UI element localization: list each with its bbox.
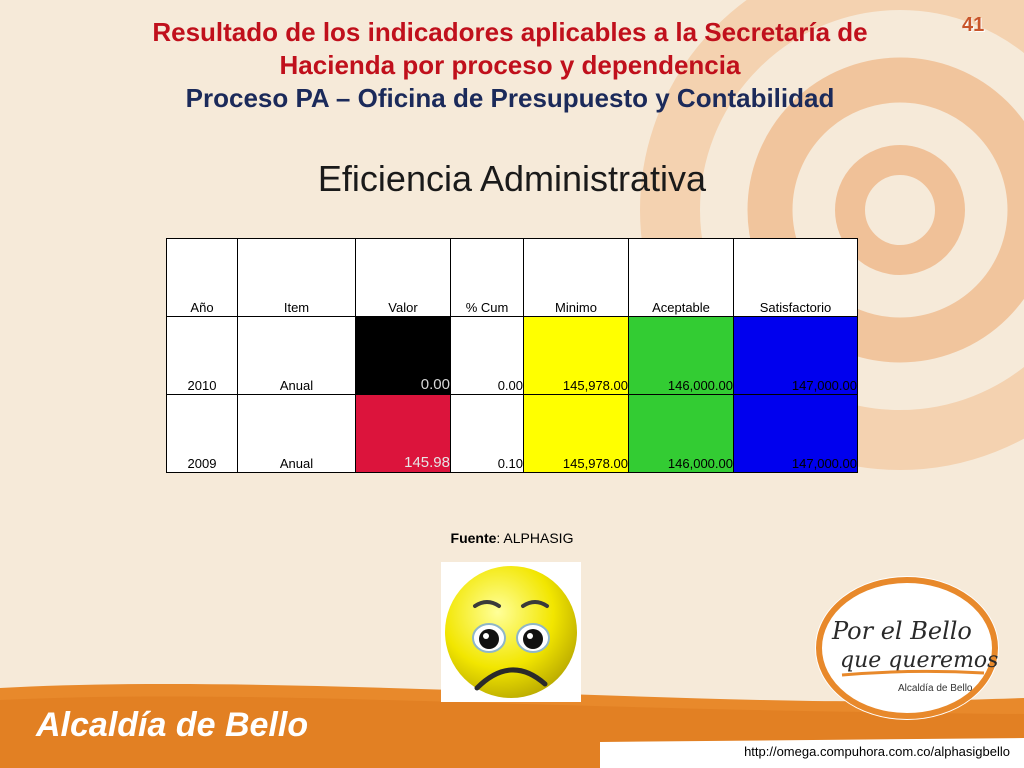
title-line-1: Resultado de los indicadores aplicables … [152, 17, 868, 47]
title-line-2: Hacienda por proceso y dependencia [279, 50, 741, 80]
table-header-row: Año Item Valor % Cum Minimo Aceptable Sa… [166, 238, 858, 317]
footer-url[interactable]: http://omega.compuhora.com.co/alphasigbe… [744, 744, 1010, 759]
cell-cum: 0.00 [450, 316, 524, 395]
indicator-table: Año Item Valor % Cum Minimo Aceptable Sa… [166, 238, 858, 473]
slide-title: Resultado de los indicadores aplicables … [60, 16, 960, 115]
sad-face-icon [441, 562, 581, 702]
slide-subtitle: Proceso PA – Oficina de Presupuesto y Co… [185, 83, 835, 113]
cell-aceptable: 146,000.00 [628, 316, 734, 395]
source-note: Fuente: ALPHASIG [0, 530, 1024, 546]
logo-line-3: Alcaldía de Bello [898, 683, 973, 694]
cell-minimo: 145,978.00 [523, 394, 629, 473]
logo-line-1: Por el Bello [831, 617, 972, 645]
cell-valor: 145.98 [355, 394, 451, 473]
header-item: Item [237, 238, 356, 317]
header-cum: % Cum [450, 238, 524, 317]
table-row: 2009 Anual 145.98 0.10 145,978.00 146,00… [166, 394, 858, 473]
header-satisfactorio: Satisfactorio [733, 238, 858, 317]
por-el-bello-logo: Por el Bello que queremos Alcaldía de Be… [815, 576, 999, 720]
footer-brand: Alcaldía de Bello [36, 706, 309, 744]
cell-item: Anual [237, 394, 356, 473]
header-valor: Valor [355, 238, 451, 317]
section-title: Eficiencia Administrativa [317, 158, 707, 199]
source-value: : ALPHASIG [496, 530, 574, 546]
cell-year: 2009 [166, 394, 238, 473]
source-label: Fuente [450, 530, 497, 546]
logo-line-2: que queremos [840, 648, 998, 673]
cell-item: Anual [237, 316, 356, 395]
header-aceptable: Aceptable [628, 238, 734, 317]
cell-cum: 0.10 [450, 394, 524, 473]
header-year: Año [166, 238, 238, 317]
cell-valor: 0.00 [355, 316, 451, 395]
page-number: 41 [962, 14, 985, 36]
cell-satisfactorio: 147,000.00 [733, 394, 858, 473]
header-minimo: Minimo [523, 238, 629, 317]
cell-aceptable: 146,000.00 [628, 394, 734, 473]
cell-minimo: 145,978.00 [523, 316, 629, 395]
cell-satisfactorio: 147,000.00 [733, 316, 858, 395]
cell-year: 2010 [166, 316, 238, 395]
table-row: 2010 Anual 0.00 0.00 145,978.00 146,000.… [166, 316, 858, 395]
